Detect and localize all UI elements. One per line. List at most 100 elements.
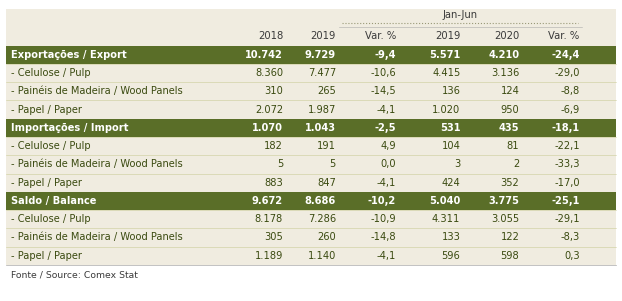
- Text: -14,8: -14,8: [371, 232, 396, 243]
- Text: 598: 598: [501, 251, 519, 261]
- Text: - Painéis de Madeira / Wood Panels: - Painéis de Madeira / Wood Panels: [11, 159, 183, 169]
- Text: -29,0: -29,0: [554, 68, 580, 78]
- Text: 81: 81: [507, 141, 519, 151]
- Text: - Papel / Paper: - Papel / Paper: [11, 251, 82, 261]
- Text: 8.360: 8.360: [255, 68, 283, 78]
- Text: 2: 2: [513, 159, 519, 169]
- Text: 0,3: 0,3: [564, 251, 580, 261]
- Text: -22,1: -22,1: [554, 141, 580, 151]
- Text: Var. %: Var. %: [365, 31, 396, 42]
- Text: 104: 104: [442, 141, 460, 151]
- Text: 847: 847: [317, 178, 336, 188]
- Bar: [6, 173, 616, 192]
- Text: -4,1: -4,1: [377, 251, 396, 261]
- Text: -9,4: -9,4: [374, 50, 396, 60]
- Text: Jan-Jun: Jan-Jun: [443, 10, 478, 20]
- Text: 531: 531: [440, 123, 460, 133]
- Text: 2.072: 2.072: [255, 104, 283, 115]
- Text: 7.286: 7.286: [308, 214, 336, 224]
- Text: 3.055: 3.055: [491, 214, 519, 224]
- Text: 9.729: 9.729: [305, 50, 336, 60]
- Text: - Celulose / Pulp: - Celulose / Pulp: [11, 141, 91, 151]
- Text: -17,0: -17,0: [554, 178, 580, 188]
- Bar: [6, 45, 616, 64]
- Text: - Painéis de Madeira / Wood Panels: - Painéis de Madeira / Wood Panels: [11, 232, 183, 243]
- Bar: [6, 247, 616, 265]
- Bar: [6, 228, 616, 247]
- Text: 4.210: 4.210: [488, 50, 519, 60]
- Text: 1.140: 1.140: [307, 251, 336, 261]
- Text: 10.742: 10.742: [245, 50, 283, 60]
- Text: 1.189: 1.189: [254, 251, 283, 261]
- Text: 883: 883: [264, 178, 283, 188]
- Text: 265: 265: [317, 86, 336, 96]
- Text: 305: 305: [264, 232, 283, 243]
- Text: 124: 124: [501, 86, 519, 96]
- Text: - Papel / Paper: - Papel / Paper: [11, 104, 82, 115]
- Text: 435: 435: [499, 123, 519, 133]
- Text: 4.415: 4.415: [432, 68, 460, 78]
- Text: 1.070: 1.070: [252, 123, 283, 133]
- Bar: [6, 82, 616, 101]
- Text: 310: 310: [264, 86, 283, 96]
- Text: 182: 182: [264, 141, 283, 151]
- Text: 4,9: 4,9: [381, 141, 396, 151]
- Text: - Celulose / Pulp: - Celulose / Pulp: [11, 214, 91, 224]
- Text: 3.136: 3.136: [491, 68, 519, 78]
- Bar: [6, 101, 616, 119]
- Text: 7.477: 7.477: [308, 68, 336, 78]
- Text: Fonte / Source: Comex Stat: Fonte / Source: Comex Stat: [11, 270, 138, 279]
- Text: -18,1: -18,1: [552, 123, 580, 133]
- Text: -6,9: -6,9: [560, 104, 580, 115]
- Text: -25,1: -25,1: [551, 196, 580, 206]
- Bar: [6, 210, 616, 228]
- Text: 5: 5: [330, 159, 336, 169]
- Text: 191: 191: [317, 141, 336, 151]
- Text: - Papel / Paper: - Papel / Paper: [11, 178, 82, 188]
- Text: 2019: 2019: [310, 31, 336, 42]
- Text: -14,5: -14,5: [371, 86, 396, 96]
- Bar: [6, 9, 616, 265]
- Text: Importações / Import: Importações / Import: [11, 123, 129, 133]
- Bar: [6, 192, 616, 210]
- Text: Saldo / Balance: Saldo / Balance: [11, 196, 96, 206]
- Text: -2,5: -2,5: [374, 123, 396, 133]
- Text: -10,2: -10,2: [368, 196, 396, 206]
- Text: 3: 3: [454, 159, 460, 169]
- Text: -29,1: -29,1: [554, 214, 580, 224]
- Bar: [6, 155, 616, 173]
- Text: 5: 5: [277, 159, 283, 169]
- Text: -4,1: -4,1: [377, 104, 396, 115]
- Text: Exportações / Export: Exportações / Export: [11, 50, 127, 60]
- Text: -10,6: -10,6: [371, 68, 396, 78]
- Text: 122: 122: [501, 232, 519, 243]
- Text: 0,0: 0,0: [381, 159, 396, 169]
- Bar: [6, 64, 616, 82]
- Text: 3.775: 3.775: [488, 196, 519, 206]
- Text: 260: 260: [317, 232, 336, 243]
- Text: 2019: 2019: [435, 31, 460, 42]
- Bar: [6, 119, 616, 137]
- Text: -4,1: -4,1: [377, 178, 396, 188]
- Text: - Painéis de Madeira / Wood Panels: - Painéis de Madeira / Wood Panels: [11, 86, 183, 96]
- Text: -8,3: -8,3: [560, 232, 580, 243]
- Bar: [6, 137, 616, 155]
- Text: Var. %: Var. %: [549, 31, 580, 42]
- Text: 352: 352: [501, 178, 519, 188]
- Text: 1.043: 1.043: [305, 123, 336, 133]
- Text: 596: 596: [442, 251, 460, 261]
- Text: -33,3: -33,3: [554, 159, 580, 169]
- Text: -8,8: -8,8: [560, 86, 580, 96]
- Text: 136: 136: [442, 86, 460, 96]
- Text: 1.020: 1.020: [432, 104, 460, 115]
- Text: 2018: 2018: [258, 31, 283, 42]
- Text: 8.686: 8.686: [305, 196, 336, 206]
- Text: 424: 424: [442, 178, 460, 188]
- Text: 4.311: 4.311: [432, 214, 460, 224]
- Text: 5.040: 5.040: [429, 196, 460, 206]
- Text: 950: 950: [501, 104, 519, 115]
- Text: 9.672: 9.672: [252, 196, 283, 206]
- Text: 5.571: 5.571: [429, 50, 460, 60]
- Text: 133: 133: [442, 232, 460, 243]
- Text: 1.987: 1.987: [308, 104, 336, 115]
